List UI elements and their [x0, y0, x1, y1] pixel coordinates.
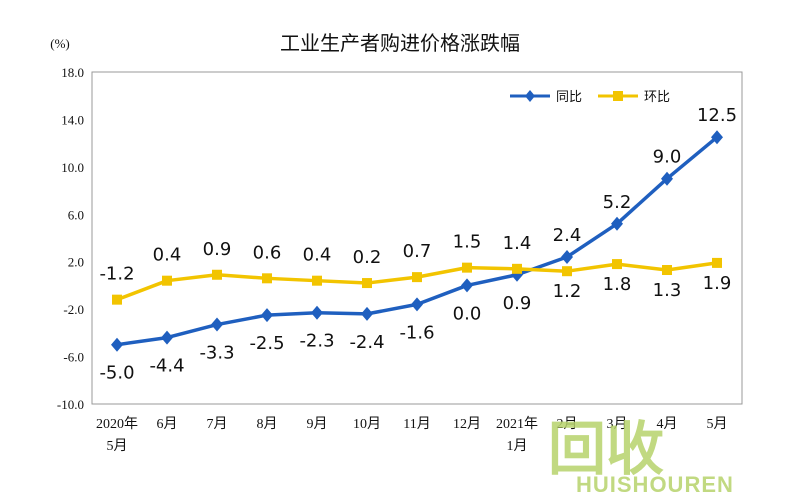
- data-point-yoy: [711, 130, 723, 145]
- data-label-mom: 1.2: [553, 281, 582, 302]
- x-tick-label: 2021年: [496, 416, 538, 432]
- data-point-yoy: [261, 308, 273, 323]
- data-point-mom: [362, 278, 372, 289]
- legend-label-mom: 环比: [644, 90, 670, 105]
- y-tick-label: 14.0: [61, 112, 84, 127]
- chart-title: 工业生产者购进价格涨跌幅: [280, 31, 520, 55]
- legend-marker-mom: [613, 91, 623, 101]
- x-tick-label: 1月: [507, 438, 528, 454]
- data-label-mom: 0.9: [203, 239, 232, 260]
- data-point-mom: [562, 266, 572, 277]
- data-label-yoy: 12.5: [697, 105, 737, 126]
- x-tick-label: 6月: [157, 416, 178, 432]
- data-label-yoy: 9.0: [653, 147, 682, 168]
- data-label-yoy: 2.4: [553, 225, 582, 246]
- data-point-yoy: [461, 278, 473, 293]
- x-tick-label: 11月: [403, 416, 430, 432]
- data-point-mom: [612, 259, 622, 270]
- y-unit-label: (%): [50, 36, 70, 51]
- data-point-yoy: [561, 249, 573, 264]
- x-tick-label: 8月: [257, 416, 278, 432]
- data-label-yoy: -2.3: [299, 331, 334, 352]
- data-point-mom: [462, 262, 472, 273]
- x-tick-label: 9月: [307, 416, 328, 432]
- y-tick-label: -6.0: [63, 350, 84, 365]
- data-point-mom: [212, 269, 222, 280]
- data-point-mom: [112, 294, 122, 305]
- x-tick-label: 10月: [353, 416, 381, 432]
- data-label-yoy: -2.5: [249, 333, 284, 354]
- data-label-mom: 1.4: [503, 233, 532, 254]
- x-tick-label: 4月: [657, 416, 678, 432]
- data-point-mom: [412, 272, 422, 283]
- data-point-yoy: [611, 216, 623, 231]
- watermark-main: 回收: [548, 415, 665, 483]
- data-label-mom: 0.7: [403, 241, 432, 262]
- data-point-yoy: [411, 297, 423, 312]
- x-tick-label: 12月: [453, 416, 481, 432]
- data-point-mom: [262, 273, 272, 284]
- x-tick-label: 3月: [607, 416, 628, 432]
- y-tick-label: 18.0: [61, 65, 84, 80]
- data-point-yoy: [111, 337, 123, 352]
- data-label-mom: 0.6: [253, 242, 282, 263]
- data-label-mom: 1.5: [453, 232, 482, 253]
- data-label-mom: 0.2: [353, 247, 382, 268]
- plot-frame: [91, 71, 743, 405]
- x-tick-label: 5月: [707, 416, 728, 432]
- data-label-yoy: 0.0: [453, 303, 482, 324]
- data-point-yoy: [661, 171, 673, 186]
- data-point-mom: [512, 263, 522, 274]
- legend-marker-yoy: [525, 90, 535, 102]
- data-point-mom: [312, 275, 322, 286]
- data-point-mom: [162, 275, 172, 286]
- data-label-yoy: -4.4: [149, 356, 184, 377]
- y-tick-label: -2.0: [63, 302, 84, 317]
- data-label-mom: 1.3: [653, 280, 682, 301]
- data-label-yoy: 0.9: [503, 293, 532, 314]
- data-point-mom: [712, 257, 722, 268]
- y-tick-label: 2.0: [68, 255, 84, 270]
- data-label-mom: 0.4: [303, 245, 332, 266]
- data-label-mom: 1.8: [603, 274, 632, 295]
- y-tick-label: -10.0: [57, 397, 84, 412]
- x-tick-label: 5月: [107, 438, 128, 454]
- data-label-yoy: -1.6: [399, 322, 434, 343]
- data-point-yoy: [311, 305, 323, 320]
- data-point-yoy: [361, 306, 373, 321]
- watermark-logo: 回收 HUISHOUREN: [538, 402, 786, 498]
- data-point-mom: [662, 265, 672, 276]
- x-tick-label: 2月: [557, 416, 578, 432]
- data-label-mom: 0.4: [153, 245, 182, 266]
- data-label-yoy: -2.4: [349, 332, 384, 353]
- x-tick-label: 7月: [207, 416, 228, 432]
- legend-label-yoy: 同比: [556, 90, 582, 105]
- y-tick-label: 10.0: [61, 160, 84, 175]
- y-tick-label: 6.0: [68, 207, 84, 222]
- data-label-mom: 1.9: [703, 273, 732, 294]
- data-label-yoy: 5.2: [603, 192, 632, 213]
- data-label-yoy: -5.0: [99, 363, 134, 384]
- watermark-sub: HUISHOUREN: [576, 472, 734, 497]
- data-point-yoy: [211, 317, 223, 332]
- data-point-yoy: [161, 330, 173, 345]
- data-label-yoy: -3.3: [199, 343, 234, 364]
- x-tick-label: 2020年: [96, 416, 138, 432]
- data-label-mom: -1.2: [99, 264, 134, 285]
